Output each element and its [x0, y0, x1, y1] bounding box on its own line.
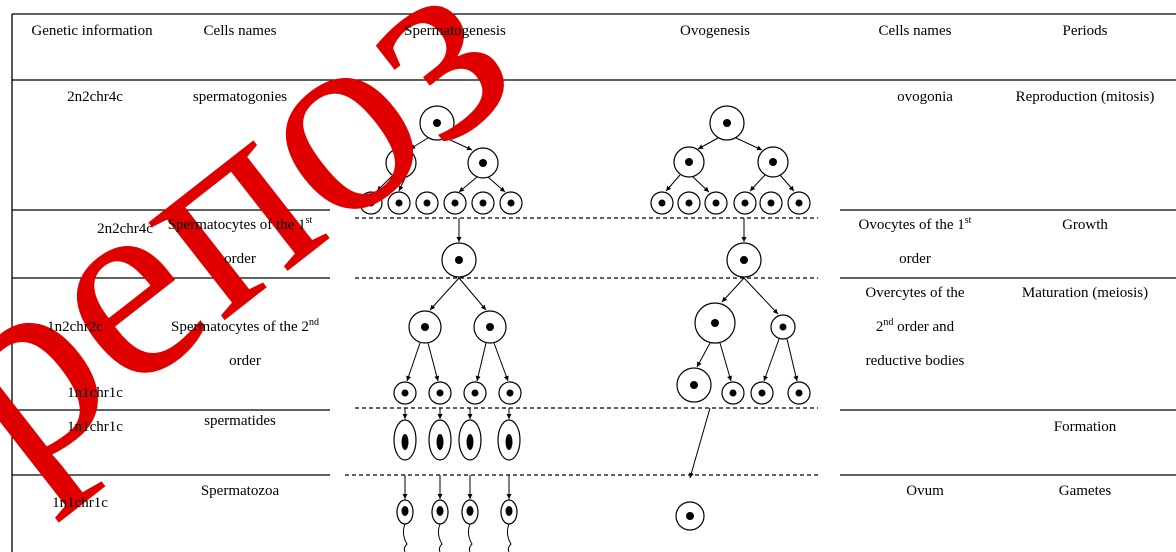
text: Spermatocytes of the 1 — [167, 217, 306, 233]
header-cell: Spermatogenesis — [404, 23, 506, 39]
period: Gametes — [1058, 483, 1112, 499]
header-cell: Cells names — [878, 23, 952, 39]
cell-name: Overcytes of the 2nd order and reductive… — [855, 276, 975, 378]
cell-name: ovogonia — [897, 89, 953, 105]
genetic-cell: 2n2chr4c — [97, 221, 153, 237]
genetic-cell: 1n1chr1c — [67, 385, 123, 401]
cell-name: spermatogonies — [192, 89, 288, 105]
table-lines — [11, 13, 1176, 552]
genetic-cell: 1n1chr1c — [67, 419, 123, 435]
nuclei — [367, 119, 803, 520]
sup: st — [305, 215, 313, 226]
text: Spermatocytes of the 2 — [171, 319, 309, 335]
period: Formation — [1053, 419, 1117, 435]
text: order — [229, 353, 261, 369]
genetic-cell: 1n2chr2c — [47, 319, 103, 335]
cell-name: Spermatozoa — [200, 483, 280, 499]
sup: nd — [308, 317, 319, 328]
cell-name: Ovum — [906, 483, 944, 499]
period: Maturation (meiosis) — [1021, 285, 1149, 301]
sup: nd — [883, 317, 894, 328]
cell-name: Spermatocytes of the 1st order — [165, 208, 315, 276]
text: order — [224, 251, 256, 267]
header-cell: Periods — [1062, 23, 1108, 39]
header-cell: Ovogenesis — [680, 23, 750, 39]
period: Growth — [1062, 217, 1108, 233]
genetic-cell: 1n1chr1c — [52, 495, 108, 511]
header-cell: Cells names — [203, 23, 277, 39]
text: Overcytes of the 2 — [865, 285, 965, 335]
tails — [402, 523, 512, 552]
text: Ovocytes of the 1 — [858, 217, 965, 233]
cell-name: Ovocytes of the 1st order — [845, 208, 985, 276]
text: order and reductive bodies — [865, 319, 965, 369]
text: order — [899, 251, 931, 267]
header-cell: Genetic information — [31, 23, 153, 39]
period: Reproduction (mitosis) — [1015, 89, 1155, 105]
cell-name: Spermatocytes of the 2nd order — [170, 310, 320, 378]
cell-name: spermatides — [204, 413, 276, 429]
arrows — [376, 137, 799, 499]
genetic-cell: 2n2chr4c — [67, 89, 123, 105]
sup: st — [964, 215, 972, 226]
